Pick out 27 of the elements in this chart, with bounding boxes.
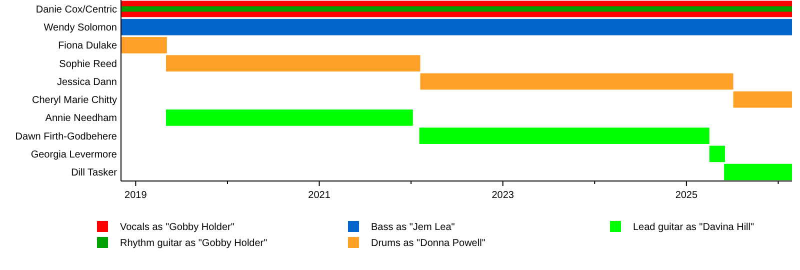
legend-label: Lead guitar as "Davina Hill" — [633, 222, 754, 233]
y-tick-label: Wendy Solomon — [44, 22, 117, 34]
y-tick-label: Dawn Firth-Godbehere — [15, 131, 118, 142]
legend-label: Drums as "Donna Powell" — [371, 238, 486, 249]
legend-label: Vocals as "Gobby Holder" — [120, 222, 235, 233]
y-tick-label: Annie Needham — [45, 113, 117, 124]
y-tick-label: Fiona Dulake — [58, 40, 118, 52]
x-tick-label: 2023 — [492, 190, 514, 201]
y-tick-label: Georgia Levermore — [30, 149, 118, 160]
y-tick-label: Dill Tasker — [71, 168, 118, 179]
x-tick-label: 2025 — [675, 190, 698, 201]
bar — [419, 128, 710, 144]
bar — [724, 164, 792, 180]
bar — [420, 73, 734, 90]
x-tick-label: 2021 — [308, 190, 331, 201]
legend-label: Rhythm guitar as "Gobby Holder" — [120, 238, 268, 249]
bar — [121, 6, 792, 12]
y-tick-label: Cheryl Marie Chitty — [32, 95, 117, 106]
x-tick-label: 2019 — [124, 190, 148, 201]
y-tick-label: Jessica Dann — [56, 76, 117, 88]
bar — [166, 110, 413, 126]
y-tick-label: Danie Cox/Centric — [36, 4, 117, 16]
bar — [121, 18, 792, 36]
bar — [709, 146, 725, 162]
bar — [733, 91, 792, 108]
legend-label: Bass as "Jem Lea" — [371, 222, 456, 233]
y-tick-label: Sophie Reed — [59, 58, 117, 70]
